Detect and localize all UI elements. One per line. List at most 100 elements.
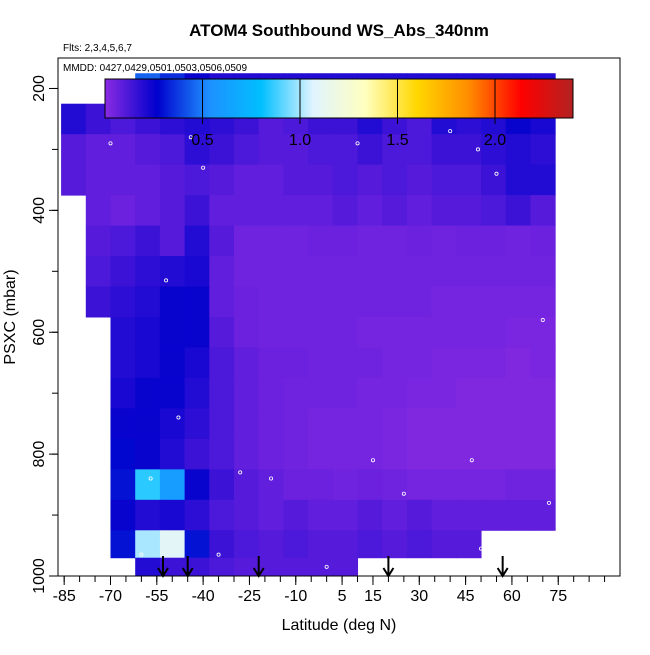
heatmap-cell — [283, 557, 309, 577]
heatmap-cell — [481, 134, 507, 166]
heatmap-cell — [332, 377, 359, 409]
sample-point — [401, 491, 406, 496]
heatmap-cell — [456, 256, 482, 288]
heatmap-cell — [481, 347, 507, 379]
sample-point — [324, 564, 329, 569]
heatmap-cell — [308, 225, 334, 257]
heatmap-cell — [505, 225, 531, 257]
heatmap-cell — [406, 225, 433, 257]
heatmap-cell — [308, 438, 334, 470]
heatmap-cell — [431, 438, 457, 470]
heatmap-cell — [406, 164, 433, 196]
heatmap-cell — [382, 499, 408, 531]
heatmap-cell — [332, 347, 359, 379]
heatmap-cell — [530, 499, 556, 531]
y-axis-label: PSXC (mbar) — [2, 269, 19, 364]
heatmap-cell — [258, 164, 284, 196]
heatmap-cell — [456, 499, 482, 531]
heatmap-cell — [431, 377, 457, 409]
heatmap-cell — [184, 134, 210, 166]
y-tick-label: 200 — [31, 75, 48, 102]
heatmap-cell — [135, 377, 161, 409]
heatmap-cell — [357, 438, 383, 470]
sample-point — [238, 470, 243, 475]
heatmap-cell — [530, 377, 556, 409]
heatmap-cell — [332, 469, 359, 501]
heatmap-cell — [332, 557, 359, 577]
heatmap-cell — [283, 164, 309, 196]
heatmap-cell — [456, 469, 482, 501]
heatmap-cell — [283, 530, 309, 559]
heatmap-cell — [505, 408, 531, 440]
heatmap-cell — [308, 256, 334, 288]
heatmap-cell — [332, 286, 359, 318]
heatmap-cell — [332, 134, 359, 166]
heatmap-cell — [406, 499, 433, 531]
heatmap-cell — [505, 256, 531, 288]
heatmap-cell — [332, 408, 359, 440]
heatmap-cell — [431, 164, 457, 196]
heatmap-cell — [209, 134, 235, 166]
heatmap-cell — [382, 438, 408, 470]
heatmap-cell — [530, 225, 556, 257]
heatmap-cell — [530, 438, 556, 470]
heatmap-cell — [382, 256, 408, 288]
heatmap-cell — [110, 408, 136, 440]
heatmap-cell — [258, 347, 284, 379]
sample-point — [355, 141, 360, 146]
sample-point — [201, 165, 206, 170]
heatmap-cell — [110, 225, 136, 257]
heatmap-cell — [234, 438, 260, 470]
heatmap-cell — [258, 408, 284, 440]
heatmap-cell — [308, 557, 334, 577]
heatmap-cell — [110, 195, 136, 227]
x-tick-label: -10 — [284, 588, 307, 605]
heatmap-cell — [431, 347, 457, 379]
heatmap-cell — [505, 134, 531, 166]
heatmap-cell — [406, 134, 433, 166]
sample-point — [494, 171, 499, 176]
heatmap-cell — [382, 317, 408, 348]
heatmap-cell — [505, 469, 531, 501]
heatmap-cell — [406, 195, 433, 227]
heatmap-cell — [308, 286, 334, 318]
x-tick-label: 30 — [410, 588, 428, 605]
heatmap-cell — [456, 164, 482, 196]
heatmap-cell — [431, 286, 457, 318]
heatmap-cell — [382, 134, 408, 166]
x-tick-label: -25 — [238, 588, 261, 605]
heatmap-cell — [456, 530, 482, 559]
x-axis-label: Latitude (deg N) — [282, 617, 397, 634]
heatmap-cell — [283, 286, 309, 318]
heatmap-cell — [159, 164, 186, 196]
y-tick-label: 400 — [31, 197, 48, 224]
heatmap-cell — [184, 286, 210, 318]
heatmap-cell — [283, 317, 309, 348]
heatmap-cell — [209, 530, 235, 559]
heatmap-cell — [184, 195, 210, 227]
heatmap-cell — [505, 347, 531, 379]
heatmap-cell — [332, 225, 359, 257]
heatmap-cell — [184, 317, 210, 348]
heatmap-cell — [184, 499, 210, 531]
heatmap-cell — [357, 164, 383, 196]
heatmap-cell — [159, 225, 186, 257]
heatmap-cell — [135, 469, 161, 501]
heatmap-cell — [184, 377, 210, 409]
heatmap-cell — [110, 469, 136, 501]
heatmap-cell — [283, 377, 309, 409]
heatmap-cell — [431, 499, 457, 531]
heatmap-cell — [481, 408, 507, 440]
heatmap-cell — [382, 408, 408, 440]
heatmap-cell — [159, 377, 186, 409]
heatmap-cell — [209, 195, 235, 227]
heatmap-cell — [61, 134, 87, 166]
heatmap-cell — [406, 317, 433, 348]
heatmap-cell — [406, 286, 433, 318]
x-axis: -85 -70 -55 -40 -25 -10 5 15 30 45 60 75 — [53, 576, 606, 605]
x-tick-label: -40 — [192, 588, 215, 605]
heatmap-cell — [159, 408, 186, 440]
heatmap-cell — [184, 469, 210, 501]
heatmap-cell — [332, 164, 359, 196]
heatmap-cell — [308, 530, 334, 559]
